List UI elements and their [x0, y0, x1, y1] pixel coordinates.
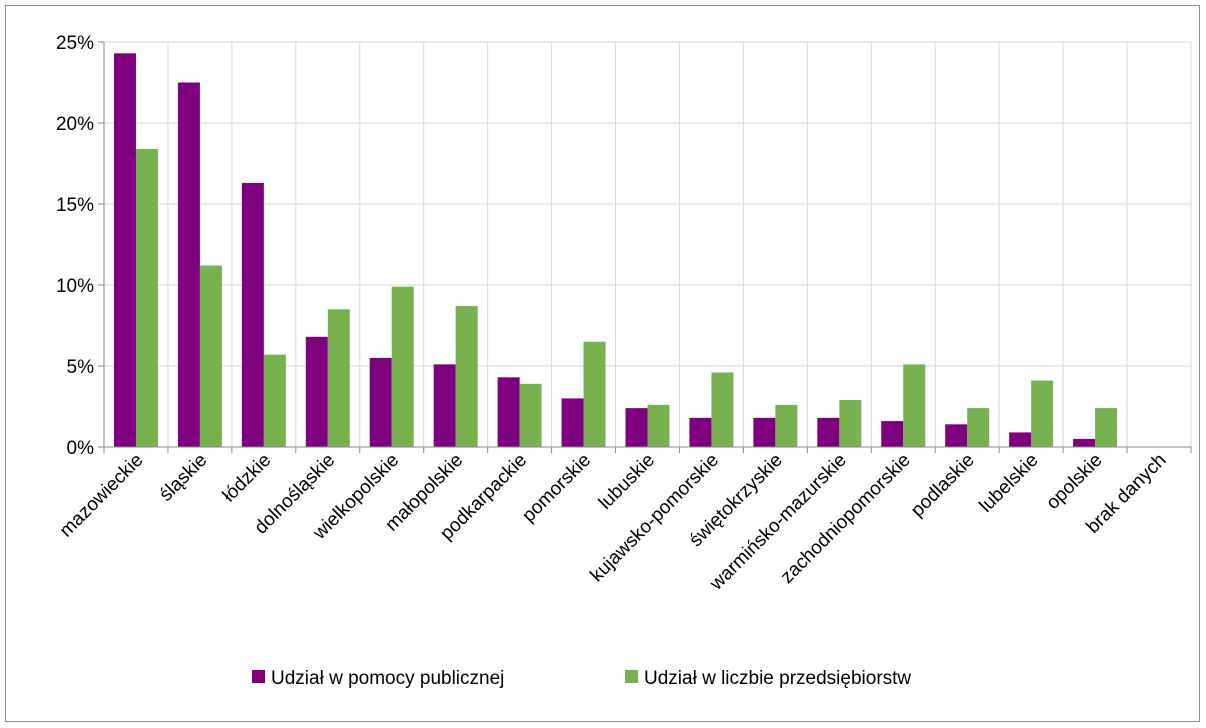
- bar-pomoc-publiczna: [625, 408, 648, 447]
- legend: Udział w pomocy publicznej Udział w liczb…: [252, 668, 911, 689]
- legend-swatch: [625, 670, 638, 683]
- bar-liczba-przedsiebiorstw: [775, 404, 798, 447]
- bar-pomoc-publiczna: [881, 421, 904, 447]
- bar-liczba-przedsiebiorstw: [1031, 380, 1054, 447]
- bar-pomoc-publiczna: [753, 417, 776, 447]
- legend-swatch: [252, 670, 265, 683]
- bar-liczba-przedsiebiorstw: [327, 309, 350, 447]
- bar-liczba-przedsiebiorstw: [455, 306, 478, 447]
- bar-liczba-przedsiebiorstw: [135, 148, 158, 448]
- category-label: śląskie: [156, 450, 212, 506]
- legend-label: Udział w pomocy publicznej: [271, 668, 504, 689]
- bar-liczba-przedsiebiorstw: [519, 383, 542, 447]
- category-label: pomorskie: [518, 450, 595, 527]
- bar-pomoc-publiczna: [1009, 432, 1032, 447]
- axes: [98, 41, 1192, 453]
- category-label: mazowieckie: [56, 450, 148, 542]
- y-tick-label: 25%: [56, 33, 94, 54]
- category-label: lubuskie: [595, 450, 659, 514]
- bar-liczba-przedsiebiorstw: [583, 341, 606, 447]
- category-label: łódzkie: [219, 450, 276, 507]
- bar-pomoc-publiczna: [433, 364, 456, 447]
- bar-pomoc-publiczna: [817, 417, 840, 447]
- bar-pomoc-publiczna: [369, 357, 392, 447]
- bar-liczba-przedsiebiorstw: [263, 354, 286, 447]
- y-tick-label: 5%: [67, 357, 95, 378]
- bar-liczba-przedsiebiorstw: [967, 408, 990, 447]
- bar-liczba-przedsiebiorstw: [1095, 408, 1118, 447]
- bar-pomoc-publiczna: [241, 182, 264, 447]
- bar-pomoc-publiczna: [945, 424, 968, 447]
- category-labels: mazowieckie śląskie łódzkiedolnośląskiewie…: [56, 450, 1171, 595]
- bar-pomoc-publiczna: [305, 336, 328, 447]
- y-tick-label: 20%: [56, 114, 94, 135]
- category-label: lubelskie: [976, 450, 1043, 517]
- y-tick-label: 10%: [56, 276, 94, 297]
- legend-label: Udział w liczbie przedsiębiorstw: [644, 668, 911, 689]
- chart-frame: 0% 5% 10% 15% 20% 25% mazowieckie śląskie łódzk…: [5, 5, 1200, 722]
- grid-lines: [104, 41, 1192, 447]
- y-tick-labels: 0% 5% 10% 15% 20% 25%: [56, 33, 94, 459]
- bar-liczba-przedsiebiorstw: [711, 372, 734, 447]
- bars: [113, 53, 1118, 448]
- category-label: zachodniopomorskie: [777, 450, 915, 588]
- bar-liczba-przedsiebiorstw: [839, 400, 862, 447]
- bar-pomoc-publiczna: [497, 377, 520, 447]
- category-label: podlaskie: [907, 450, 979, 522]
- category-label: opolskie: [1042, 450, 1106, 514]
- bar-pomoc-publiczna: [689, 417, 712, 447]
- y-tick-label: 15%: [56, 195, 94, 216]
- bar-chart: 0% 5% 10% 15% 20% 25% mazowieckie śląskie łódzk…: [56, 33, 1192, 689]
- bar-pomoc-publiczna: [177, 82, 200, 447]
- bar-liczba-przedsiebiorstw: [903, 364, 926, 447]
- bar-pomoc-publiczna: [113, 53, 136, 448]
- bar-pomoc-publiczna: [561, 398, 584, 447]
- bar-liczba-przedsiebiorstw: [391, 286, 414, 447]
- bar-liczba-przedsiebiorstw: [199, 265, 222, 447]
- bar-pomoc-publiczna: [1073, 438, 1096, 447]
- bar-liczba-przedsiebiorstw: [647, 404, 670, 447]
- y-tick-label: 0%: [67, 438, 95, 459]
